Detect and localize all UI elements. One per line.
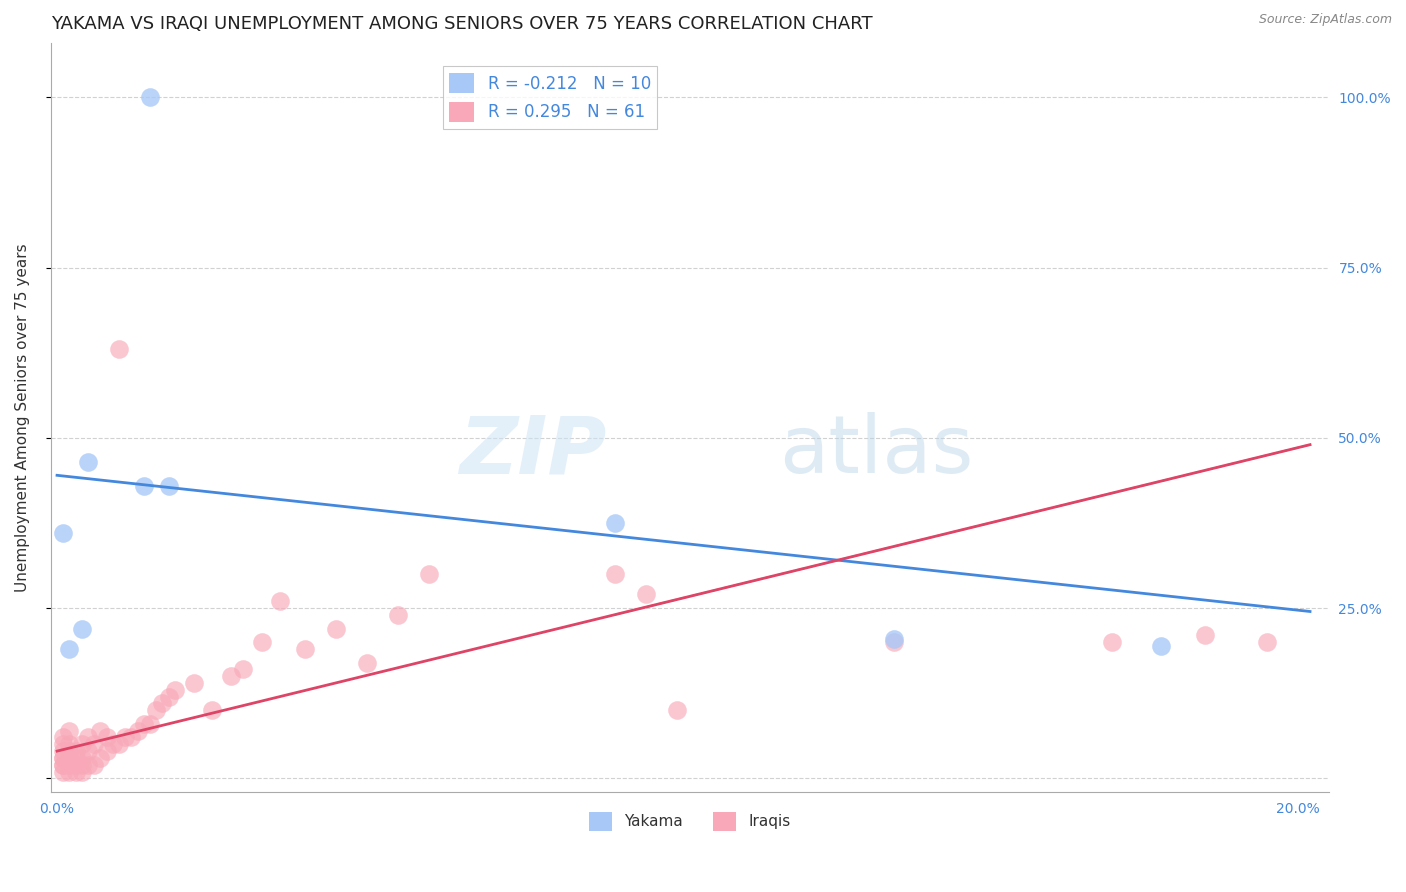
Point xyxy=(883,632,905,646)
Point xyxy=(132,478,155,492)
Point xyxy=(883,635,905,649)
Point xyxy=(89,723,111,738)
Point xyxy=(96,744,118,758)
Point xyxy=(387,607,409,622)
Point xyxy=(201,703,224,717)
Point xyxy=(52,757,75,772)
Point xyxy=(52,731,75,745)
Point xyxy=(157,478,180,492)
Point xyxy=(219,669,242,683)
Point xyxy=(232,662,254,676)
Point xyxy=(183,676,205,690)
Point xyxy=(58,764,80,779)
Point xyxy=(58,723,80,738)
Point xyxy=(1101,635,1123,649)
Point xyxy=(65,744,87,758)
Point xyxy=(145,703,167,717)
Point xyxy=(1150,639,1173,653)
Point xyxy=(152,697,174,711)
Point xyxy=(127,723,149,738)
Point xyxy=(139,717,162,731)
Point xyxy=(77,744,100,758)
Point xyxy=(52,764,75,779)
Point xyxy=(605,567,627,582)
Point xyxy=(52,751,75,765)
Point xyxy=(70,751,93,765)
Point xyxy=(52,757,75,772)
Point xyxy=(1256,635,1278,649)
Point xyxy=(418,567,440,582)
Point xyxy=(70,757,93,772)
Point xyxy=(83,737,105,751)
Point xyxy=(70,622,93,636)
Point xyxy=(77,455,100,469)
Text: YAKAMA VS IRAQI UNEMPLOYMENT AMONG SENIORS OVER 75 YEARS CORRELATION CHART: YAKAMA VS IRAQI UNEMPLOYMENT AMONG SENIO… xyxy=(51,15,873,33)
Point xyxy=(121,731,143,745)
Point xyxy=(132,717,155,731)
Text: atlas: atlas xyxy=(779,412,973,490)
Point xyxy=(58,642,80,657)
Point xyxy=(139,90,162,104)
Point xyxy=(114,731,136,745)
Point xyxy=(325,622,347,636)
Point xyxy=(58,751,80,765)
Point xyxy=(666,703,689,717)
Point xyxy=(70,737,93,751)
Y-axis label: Unemployment Among Seniors over 75 years: Unemployment Among Seniors over 75 years xyxy=(15,244,30,591)
Text: Source: ZipAtlas.com: Source: ZipAtlas.com xyxy=(1258,13,1392,27)
Point xyxy=(52,737,75,751)
Point xyxy=(101,737,124,751)
Point xyxy=(636,587,658,601)
Point xyxy=(58,737,80,751)
Point xyxy=(70,764,93,779)
Point xyxy=(269,594,291,608)
Point xyxy=(52,751,75,765)
Point xyxy=(163,682,186,697)
Point xyxy=(65,757,87,772)
Point xyxy=(52,526,75,541)
Point xyxy=(108,343,131,357)
Point xyxy=(52,744,75,758)
Point xyxy=(89,751,111,765)
Point xyxy=(83,757,105,772)
Point xyxy=(108,737,131,751)
Legend: Yakama, Iraqis: Yakama, Iraqis xyxy=(582,805,797,837)
Point xyxy=(1194,628,1216,642)
Point xyxy=(77,731,100,745)
Point xyxy=(58,744,80,758)
Point xyxy=(65,751,87,765)
Point xyxy=(58,757,80,772)
Point xyxy=(157,690,180,704)
Point xyxy=(65,764,87,779)
Text: ZIP: ZIP xyxy=(460,412,606,490)
Point xyxy=(250,635,273,649)
Point xyxy=(294,642,316,657)
Point xyxy=(356,656,378,670)
Point xyxy=(77,757,100,772)
Point xyxy=(96,731,118,745)
Point xyxy=(605,516,627,530)
